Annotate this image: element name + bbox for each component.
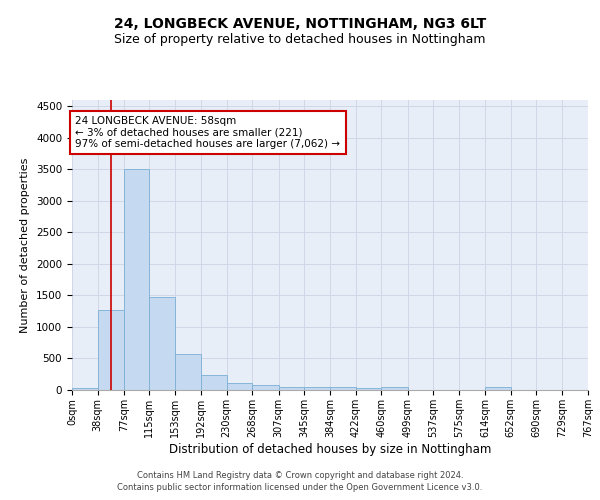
X-axis label: Distribution of detached houses by size in Nottingham: Distribution of detached houses by size … <box>169 442 491 456</box>
Y-axis label: Number of detached properties: Number of detached properties <box>20 158 31 332</box>
Bar <box>278 386 304 390</box>
Bar <box>149 296 175 390</box>
Bar <box>356 388 382 390</box>
Bar <box>227 383 252 390</box>
Bar <box>72 388 98 390</box>
Text: Size of property relative to detached houses in Nottingham: Size of property relative to detached ho… <box>114 32 486 46</box>
Bar <box>98 310 124 390</box>
Text: 24, LONGBECK AVENUE, NOTTINGHAM, NG3 6LT: 24, LONGBECK AVENUE, NOTTINGHAM, NG3 6LT <box>114 18 486 32</box>
Bar <box>304 387 331 390</box>
Text: Contains HM Land Registry data © Crown copyright and database right 2024.
Contai: Contains HM Land Registry data © Crown c… <box>118 471 482 492</box>
Bar <box>331 387 356 390</box>
Bar <box>124 170 149 390</box>
Bar <box>485 387 511 390</box>
Text: 24 LONGBECK AVENUE: 58sqm
← 3% of detached houses are smaller (221)
97% of semi-: 24 LONGBECK AVENUE: 58sqm ← 3% of detach… <box>76 116 340 149</box>
Bar <box>175 354 201 390</box>
Bar <box>382 387 408 390</box>
Bar <box>201 375 227 390</box>
Bar <box>252 385 278 390</box>
